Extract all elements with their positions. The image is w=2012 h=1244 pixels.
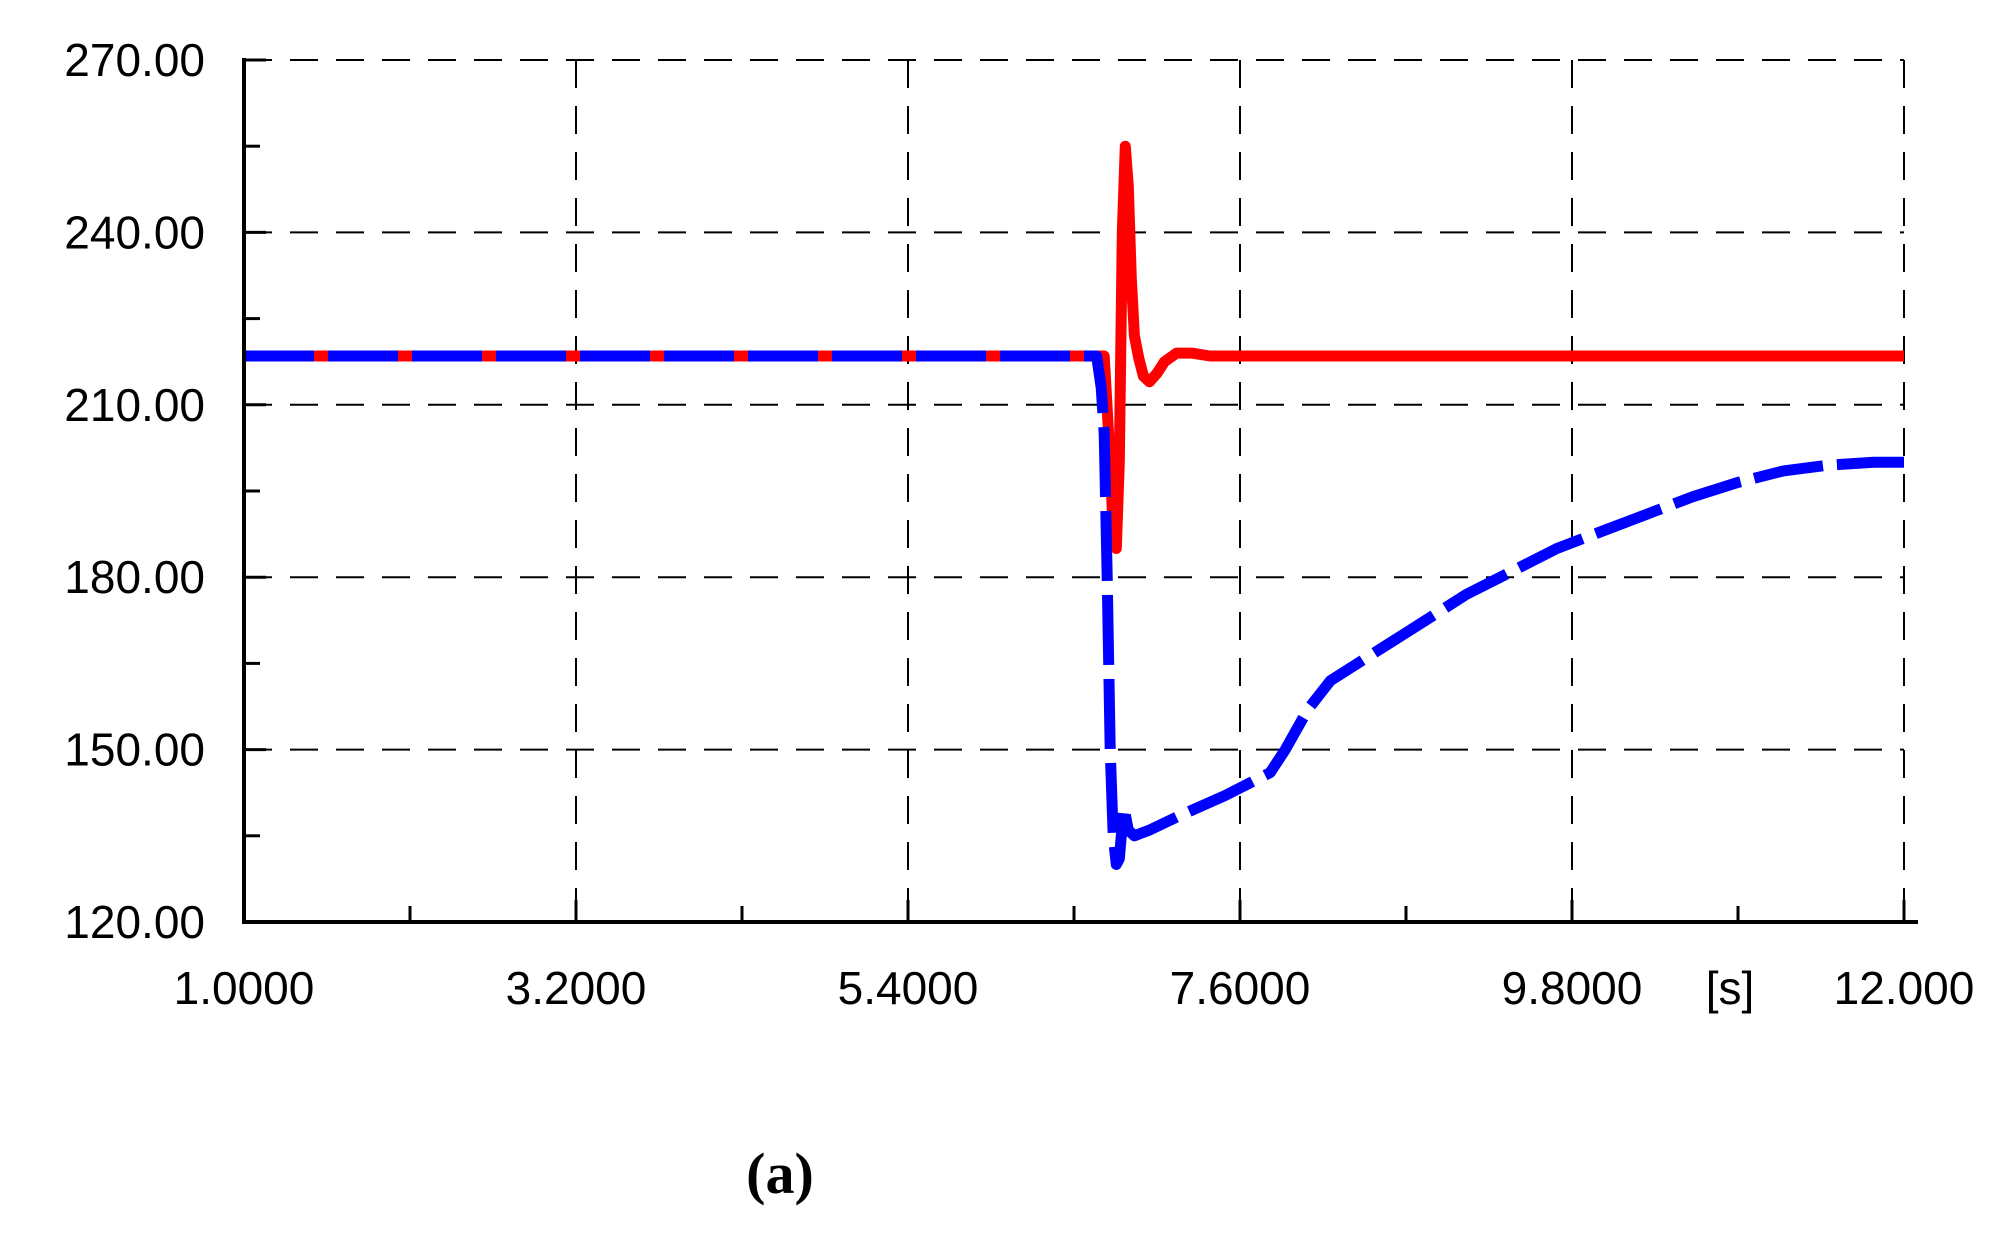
y-tick-label: 270.00 [64, 34, 205, 86]
minor-ticks [242, 58, 1906, 924]
axes [242, 58, 1918, 924]
x-tick-label: 1.0000 [174, 962, 315, 1014]
series-line-1 [244, 140, 1904, 554]
x-tick-labels: 1.0000 3.2000 5.4000 7.6000 9.8000 12.000 [174, 962, 1975, 1014]
y-tick-label: 240.00 [64, 206, 205, 258]
y-tick-label: 180.00 [64, 551, 205, 603]
y-tick-label: 150.00 [64, 724, 205, 776]
y-tick-label: 120.00 [64, 896, 205, 948]
figure-caption: (a) [746, 1141, 814, 1206]
x-tick-label: 3.2000 [506, 962, 647, 1014]
series-lines [244, 140, 1904, 870]
x-tick-label: 9.8000 [1502, 962, 1643, 1014]
grid-lines [244, 59, 1905, 922]
x-tick-label: 5.4000 [838, 962, 979, 1014]
x-tick-label: 12.000 [1834, 962, 1975, 1014]
y-tick-labels: 120.00 150.00 180.00 210.00 240.00 270.00 [64, 34, 205, 948]
x-tick-label: 7.6000 [1170, 962, 1311, 1014]
series-line-2 [244, 350, 1904, 870]
x-unit-label: [s] [1706, 962, 1755, 1014]
y-tick-label: 210.00 [64, 379, 205, 431]
